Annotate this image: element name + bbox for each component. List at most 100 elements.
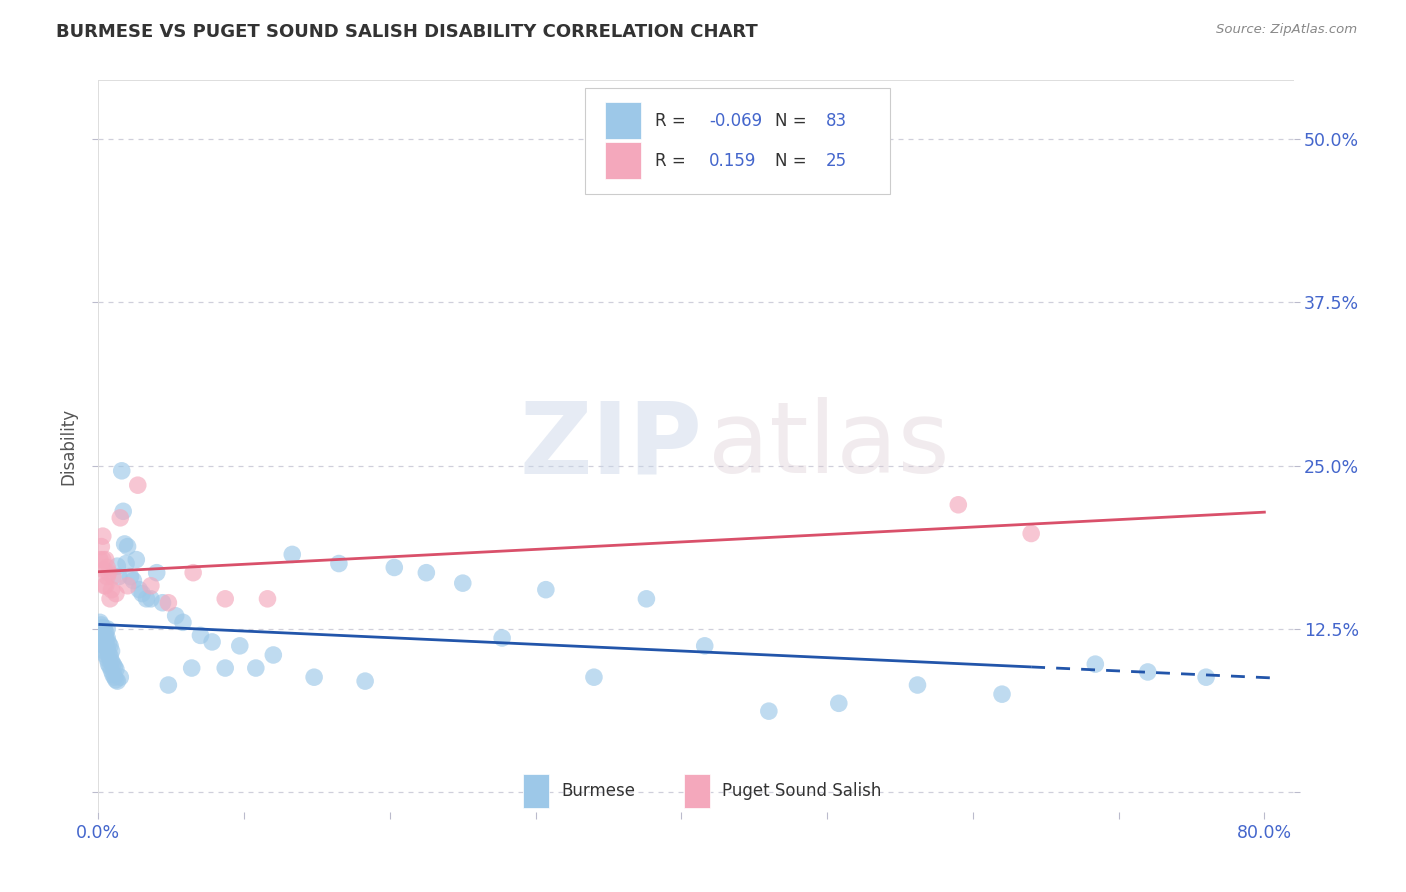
Point (214, 591, 236, 606)
Point (157, 596, 180, 610)
Text: 0.159: 0.159 (709, 152, 756, 169)
Point (1136, 665, 1159, 679)
Point (96, 652, 118, 666)
Point (101, 667, 124, 681)
Point (256, 591, 278, 606)
Point (94, 648, 117, 662)
Point (93, 579, 115, 593)
Point (98, 649, 121, 664)
Point (96, 560, 118, 574)
Text: Source: ZipAtlas.com: Source: ZipAtlas.com (1216, 23, 1357, 37)
Point (636, 591, 658, 606)
Text: 25: 25 (827, 152, 848, 169)
Point (93, 622, 115, 636)
Point (229, 639, 252, 653)
FancyBboxPatch shape (585, 87, 890, 194)
Point (112, 504, 135, 518)
Point (127, 478, 149, 492)
Point (582, 670, 605, 684)
Point (101, 657, 124, 672)
FancyBboxPatch shape (685, 774, 710, 808)
Point (103, 659, 125, 673)
Point (1019, 526, 1042, 541)
Text: BURMESE VS PUGET SOUND SALISH DISABILITY CORRELATION CHART: BURMESE VS PUGET SOUND SALISH DISABILITY… (56, 23, 758, 41)
Point (534, 582, 557, 597)
Point (105, 559, 128, 574)
Point (90, 618, 112, 632)
Point (94, 635, 117, 649)
Point (114, 537, 136, 551)
Point (190, 628, 212, 642)
Point (828, 696, 851, 710)
Point (382, 560, 405, 574)
Point (201, 635, 224, 649)
Point (96, 622, 118, 636)
Point (1195, 670, 1218, 684)
Point (97, 647, 120, 661)
Point (100, 644, 122, 658)
Point (93, 563, 115, 577)
Point (415, 566, 437, 580)
Point (117, 540, 139, 554)
Point (96, 631, 118, 645)
Point (328, 557, 350, 571)
Point (89, 552, 111, 566)
Point (181, 566, 204, 580)
Text: N =: N = (775, 112, 811, 129)
Point (693, 639, 716, 653)
Point (94, 625, 117, 640)
Text: R =: R = (655, 152, 692, 169)
Point (758, 704, 780, 718)
FancyBboxPatch shape (605, 143, 641, 179)
Point (262, 648, 284, 662)
Point (131, 586, 153, 600)
Point (165, 608, 187, 623)
Point (120, 569, 142, 583)
Point (152, 596, 174, 610)
Point (108, 569, 131, 583)
Point (93, 639, 115, 653)
Point (97, 657, 120, 672)
Point (93, 630, 115, 644)
Point (105, 674, 128, 689)
Point (281, 548, 304, 562)
Point (91, 552, 114, 566)
Point (97, 566, 120, 580)
FancyBboxPatch shape (605, 103, 641, 139)
Text: Burmese: Burmese (561, 782, 636, 800)
Point (89, 615, 111, 630)
Point (90, 625, 112, 640)
Text: N =: N = (775, 152, 811, 169)
Point (96, 569, 118, 583)
Point (100, 655, 122, 669)
Point (104, 662, 127, 676)
Point (94, 579, 117, 593)
Point (145, 566, 167, 580)
Point (103, 670, 125, 684)
Point (117, 579, 139, 593)
Text: -0.069: -0.069 (709, 112, 762, 129)
Text: 83: 83 (827, 112, 848, 129)
Point (354, 674, 377, 689)
Point (1084, 657, 1107, 672)
Point (104, 586, 127, 600)
Text: ZIP: ZIP (519, 398, 702, 494)
Point (90, 540, 112, 554)
Text: R =: R = (655, 112, 692, 129)
Point (948, 498, 970, 512)
Point (90, 631, 112, 645)
Point (214, 661, 236, 675)
Point (98, 591, 121, 606)
Point (907, 678, 929, 692)
Point (122, 574, 145, 588)
Point (96, 641, 118, 656)
Point (97, 636, 120, 650)
Point (101, 569, 124, 583)
Point (110, 511, 132, 525)
Point (93, 644, 115, 658)
Point (98, 659, 121, 673)
Point (991, 687, 1014, 701)
Point (98, 639, 121, 653)
Point (110, 670, 132, 684)
Point (128, 582, 150, 597)
